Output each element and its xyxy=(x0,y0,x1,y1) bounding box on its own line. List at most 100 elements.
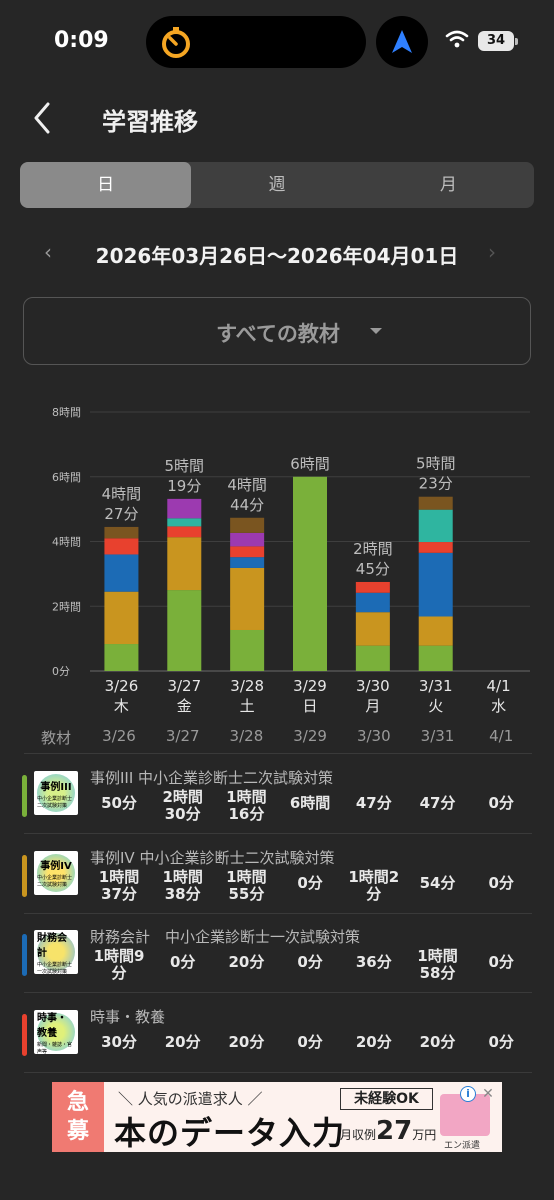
bar-total-label: 4時間 xyxy=(227,476,267,494)
bar-total-label: 27分 xyxy=(104,505,138,523)
material-name: 事例III 中小企業診断士二次試験対策 xyxy=(90,769,334,787)
material-row[interactable]: 事例III 中小企業診断士 二次試験対策 事例III 中小企業診断士二次試験対策 50… xyxy=(0,755,554,833)
ad-badge: 未経験OK xyxy=(340,1088,433,1110)
bar-segment xyxy=(418,496,453,510)
bar-segment xyxy=(355,645,390,671)
divider xyxy=(24,912,532,914)
y-tick-label: 4時間 xyxy=(52,536,81,549)
time-cell: 0分 xyxy=(488,794,514,812)
page-title: 学習推移 xyxy=(102,108,198,136)
dynamic-island xyxy=(146,16,366,68)
material-color-bar xyxy=(22,1013,27,1056)
bar-segment xyxy=(230,567,265,630)
x-weekday-label: 木 xyxy=(114,697,129,715)
bar-segment xyxy=(167,498,202,519)
period-segmented-control: 日 週 月 xyxy=(20,162,534,208)
status-time: 0:09 xyxy=(54,28,109,53)
ad-close-icon[interactable]: ✕ xyxy=(482,1086,494,1102)
material-logo-badge: 事例III 中小企業診断士 二次試験対策 xyxy=(37,774,75,812)
status-bar: 0:09 34 xyxy=(0,0,554,86)
y-tick-label: 6時間 xyxy=(52,471,81,484)
time-cell: 1時間 58分 xyxy=(417,947,458,982)
material-name: 事例IV 中小企業診断士二次試験対策 xyxy=(90,848,335,867)
time-cell: 20分 xyxy=(228,1032,265,1051)
bar-segment xyxy=(230,557,265,568)
bar-total-label: 2時間 xyxy=(353,540,393,558)
table-header-date: 3/27 xyxy=(165,727,200,745)
date-range-label: 2026年03月26日〜2026年04月01日 xyxy=(95,244,459,268)
bar-segment xyxy=(418,552,453,617)
study-time-bar-chart: 0分 2時間 4時間 6時間 8時間 4時間 27分 3/26 木 5時間 19分 3/27 金 4時間 4… xyxy=(52,406,530,715)
time-cell: 0分 xyxy=(297,873,323,892)
y-tick-label: 0分 xyxy=(52,665,70,678)
y-tick-label: 2時間 xyxy=(52,600,81,613)
table-header-date: 3/30 xyxy=(356,727,391,745)
timer-icon xyxy=(162,27,190,58)
x-weekday-label: 月 xyxy=(365,697,380,715)
tab-day[interactable]: 日 xyxy=(20,162,192,208)
material-row[interactable]: 時事・教養 新聞・雑誌・官声等 時事・教養 30分 20分 20分 0分 20分 20分 0分 xyxy=(0,994,554,1072)
time-cell: 20分 xyxy=(228,953,265,971)
time-cell: 0分 xyxy=(297,953,323,971)
time-cell: 1時間 16分 xyxy=(226,788,267,823)
material-logo-title: 事例III xyxy=(40,781,72,793)
divider xyxy=(24,992,532,993)
time-cell: 1時間 37分 xyxy=(98,867,140,903)
bar-segment xyxy=(230,532,265,547)
material-logo: 財務会計中小企業診断士 一次試験対策 xyxy=(34,930,78,974)
time-cell: 1時間 55分 xyxy=(226,867,267,903)
x-date-label: 3/27 xyxy=(167,677,201,695)
navigation-indicator xyxy=(376,16,428,68)
material-logo-subtitle: 中小企業診断士 二次試験対策 xyxy=(37,795,73,809)
bar-total-label: 5時間 xyxy=(165,457,205,475)
table-header-material: 教材 xyxy=(40,729,71,747)
advertisement-banner[interactable]: 急 募 ＼ 人気の派遣求人 ／ 本のデータ入力 未経験OK 月収例27万円 i … xyxy=(52,1082,502,1152)
location-arrow-icon xyxy=(392,30,412,53)
bar-total-label: 5時間 xyxy=(416,455,456,473)
time-cell: 0分 xyxy=(297,1032,323,1051)
bar-segment xyxy=(104,591,139,645)
time-cell: 1時間9 分 xyxy=(93,947,145,982)
ad-info-icon[interactable]: i xyxy=(460,1086,476,1102)
bar-segment xyxy=(230,546,265,558)
wifi-icon xyxy=(445,30,469,48)
material-filter-label: すべての教材 xyxy=(216,322,340,346)
ad-salary: 月収例27万円 xyxy=(340,1116,436,1146)
table-header-date: 3/31 xyxy=(420,727,455,745)
time-cell: 0分 xyxy=(488,1032,514,1051)
bar-segment xyxy=(355,581,390,593)
previous-period-chevron-icon[interactable]: ‹ xyxy=(44,240,52,264)
bar-segment xyxy=(167,518,202,527)
material-logo-subtitle: 新聞・雑誌・官声等 xyxy=(37,1041,73,1054)
material-logo: 時事・教養 新聞・雑誌・官声等 xyxy=(34,1009,78,1054)
tab-week[interactable]: 週 xyxy=(268,175,286,195)
time-cell: 6時間 xyxy=(289,794,331,812)
material-logo: 事例III 中小企業診断士 二次試験対策 xyxy=(34,771,78,815)
material-logo-badge: 時事・教養 新聞・雑誌・官声等 xyxy=(37,1012,75,1054)
back-chevron-icon[interactable] xyxy=(28,100,58,136)
divider xyxy=(24,1071,532,1073)
battery-indicator: 34 xyxy=(478,31,518,51)
time-cell: 0分 xyxy=(488,873,514,892)
time-cell: 0分 xyxy=(488,953,514,971)
bar-segment xyxy=(418,542,453,553)
tab-month[interactable]: 月 xyxy=(439,175,457,195)
material-row[interactable]: 事例IV 中小企業診断士 二次試験対策 事例IV 中小企業診断士二次試験対策 1時間 … xyxy=(0,835,554,913)
material-logo-badge: 事例IV 中小企業診断士 二次試験対策 xyxy=(37,853,75,892)
material-filter-dropdown[interactable]: すべての教材 xyxy=(23,297,531,365)
bar-segment xyxy=(230,517,265,533)
bar-total-label: 44分 xyxy=(230,496,264,514)
material-row[interactable]: 財務会計 中小企業診断士 一次試験対策 財務会計 中小企業診断士一次試験対策 1時間9… xyxy=(0,914,554,992)
table-header-date: 3/29 xyxy=(293,727,327,745)
material-logo-subtitle: 中小企業診断士 一次試験対策 xyxy=(37,962,73,974)
table-header-row: 教材 3/26 3/27 3/28 3/29 3/30 3/31 4/1 xyxy=(0,722,554,754)
time-cell: 47分 xyxy=(355,794,392,812)
bar-segment xyxy=(167,526,202,538)
next-period-chevron-icon[interactable]: › xyxy=(488,240,496,264)
x-weekday-label: 金 xyxy=(177,697,192,715)
time-cell: 20分 xyxy=(355,1032,392,1051)
bar-segment xyxy=(167,537,202,591)
ad-headline: 本のデータ入力 xyxy=(114,1114,346,1152)
material-color-bar xyxy=(22,775,27,817)
material-logo-title: 財務会計 xyxy=(37,933,67,959)
